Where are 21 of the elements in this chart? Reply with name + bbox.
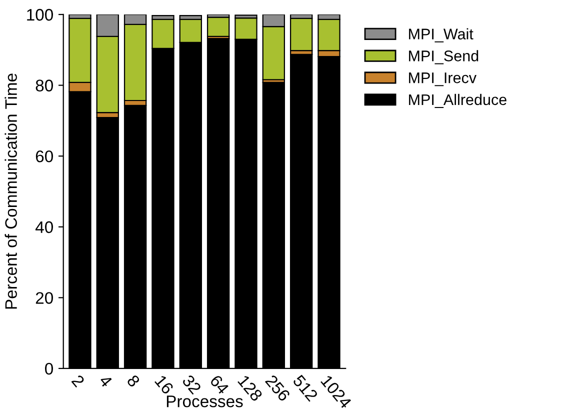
x-tick-label: 32 — [182, 374, 202, 395]
bar — [290, 18, 313, 52]
x-tick-label: 2 — [71, 374, 86, 388]
y-tick-label: 80 — [36, 80, 53, 92]
y-axis-title: Percent of Communication Time — [4, 74, 17, 309]
x-tick-label: 4 — [98, 374, 113, 388]
y-tick-label: 20 — [36, 292, 53, 304]
legend-label: MPI_Send — [409, 50, 478, 64]
x-tick-label: 512 — [292, 374, 318, 402]
y-tick-label: 40 — [35, 221, 53, 234]
x-tick-label: 8 — [126, 374, 140, 388]
x-tick-label: 64 — [209, 374, 230, 396]
legend-label: MPI_Allreduce — [409, 94, 506, 108]
bar — [206, 16, 230, 37]
legend-label: MPI_Wait — [409, 28, 474, 42]
legend-label: MPI_Irecv — [409, 72, 476, 86]
y-tick-label: 0 — [45, 362, 53, 375]
y-tick-label: 100 — [27, 8, 53, 21]
x-tick-label: 16 — [154, 374, 174, 395]
x-tick-label: 256 — [264, 374, 291, 402]
y-tick-label: 60 — [36, 150, 53, 162]
